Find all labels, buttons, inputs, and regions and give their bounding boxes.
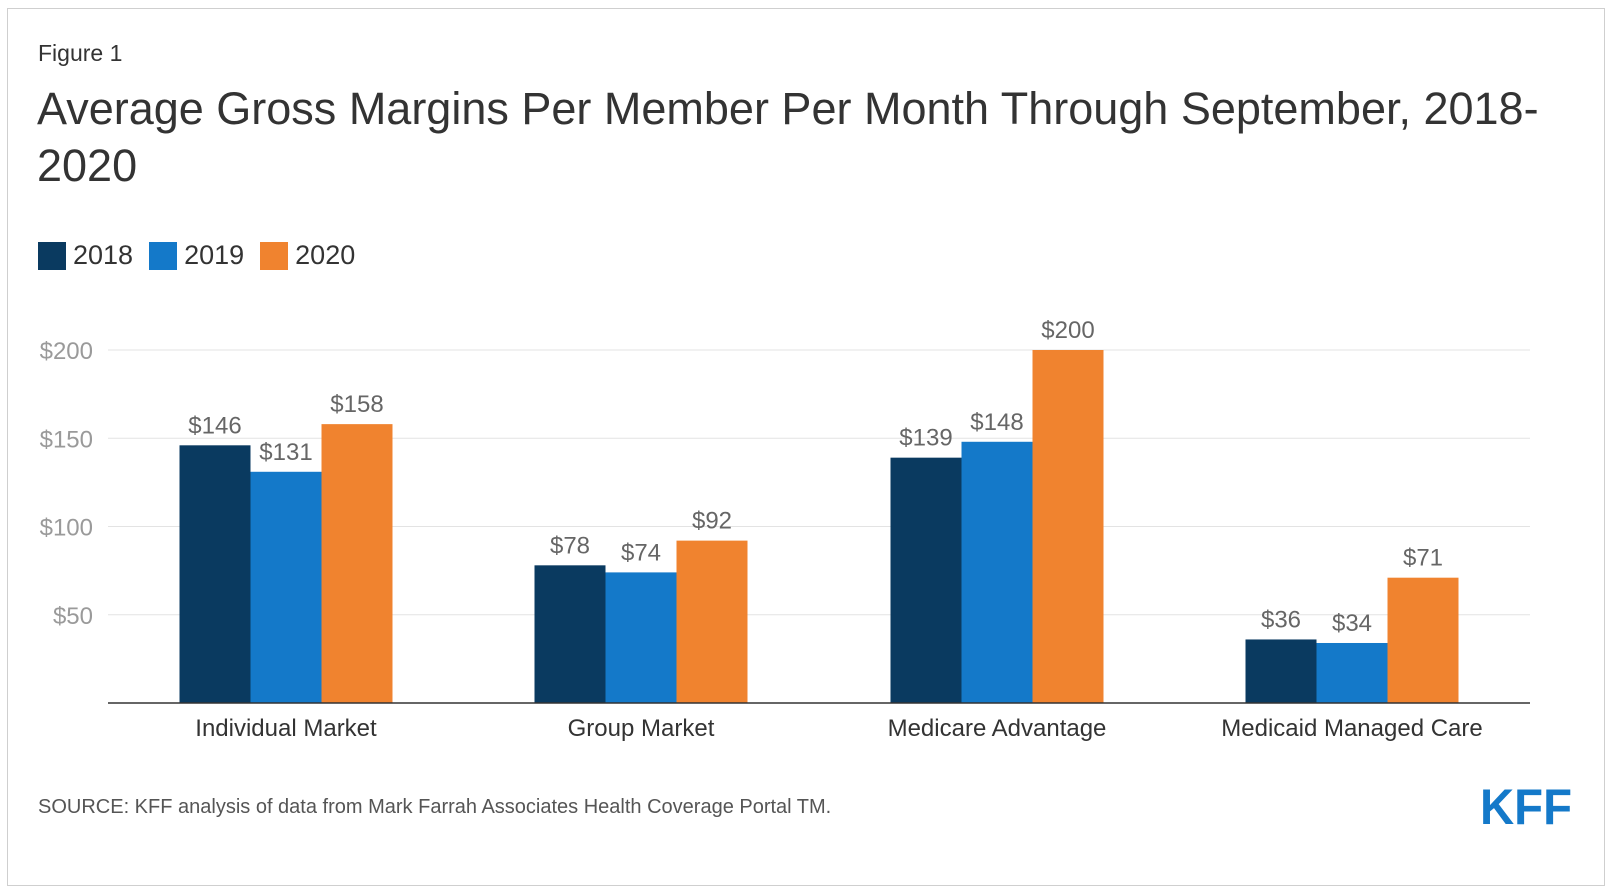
data-label: $158 — [330, 391, 383, 418]
x-category-label: Medicaid Managed Care — [1221, 715, 1482, 742]
bar-2020 — [1387, 577, 1459, 703]
bar-2019 — [961, 441, 1033, 703]
bar-2020 — [676, 540, 748, 703]
legend: 2018 2019 2020 — [38, 240, 371, 271]
figure-frame — [7, 8, 1605, 886]
bar-2019 — [1316, 642, 1388, 703]
y-tick-label: $100 — [40, 515, 93, 542]
bar-2018 — [534, 565, 606, 703]
bar-2020 — [1032, 350, 1104, 703]
legend-swatch-2020 — [260, 241, 289, 270]
data-label: $34 — [1332, 610, 1372, 637]
data-label: $131 — [259, 439, 312, 466]
x-category-label: Individual Market — [195, 715, 377, 742]
y-tick-label: $200 — [40, 338, 93, 365]
legend-item-2019: 2019 — [149, 240, 244, 271]
y-tick-label: $150 — [40, 426, 93, 453]
data-label: $200 — [1041, 317, 1094, 344]
chart-title: Average Gross Margins Per Member Per Mon… — [37, 83, 1539, 191]
source-note: SOURCE: KFF analysis of data from Mark F… — [38, 796, 832, 818]
legend-label-2020: 2020 — [295, 240, 356, 270]
legend-label-2019: 2019 — [184, 240, 245, 270]
legend-item-2020: 2020 — [260, 240, 355, 271]
legend-label-2018: 2018 — [73, 240, 134, 270]
data-label: $74 — [621, 539, 661, 566]
figure-label: Figure 1 — [38, 40, 123, 66]
data-label: $139 — [899, 425, 952, 452]
legend-swatch-2018 — [38, 241, 66, 270]
y-tick-label: $50 — [53, 603, 93, 630]
bar-2019 — [250, 471, 322, 703]
kff-logo-text: KFF — [1480, 779, 1572, 833]
bar-2018 — [890, 457, 962, 703]
bar-2018 — [1245, 639, 1317, 703]
kff-logo: KFF — [1480, 779, 1572, 833]
x-category-label: Group Market — [568, 715, 715, 742]
bar-2020 — [321, 424, 393, 703]
bar-2018 — [179, 445, 251, 703]
legend-swatch-2019 — [149, 241, 178, 270]
legend-item-2018: 2018 — [38, 240, 133, 271]
bar-2019 — [605, 572, 677, 703]
data-label: $78 — [550, 532, 590, 559]
data-label: $71 — [1403, 545, 1443, 572]
data-label: $148 — [970, 409, 1023, 436]
data-label: $36 — [1261, 606, 1301, 633]
data-label: $146 — [188, 412, 241, 439]
x-category-label: Medicare Advantage — [888, 715, 1107, 742]
data-label: $92 — [692, 508, 732, 535]
